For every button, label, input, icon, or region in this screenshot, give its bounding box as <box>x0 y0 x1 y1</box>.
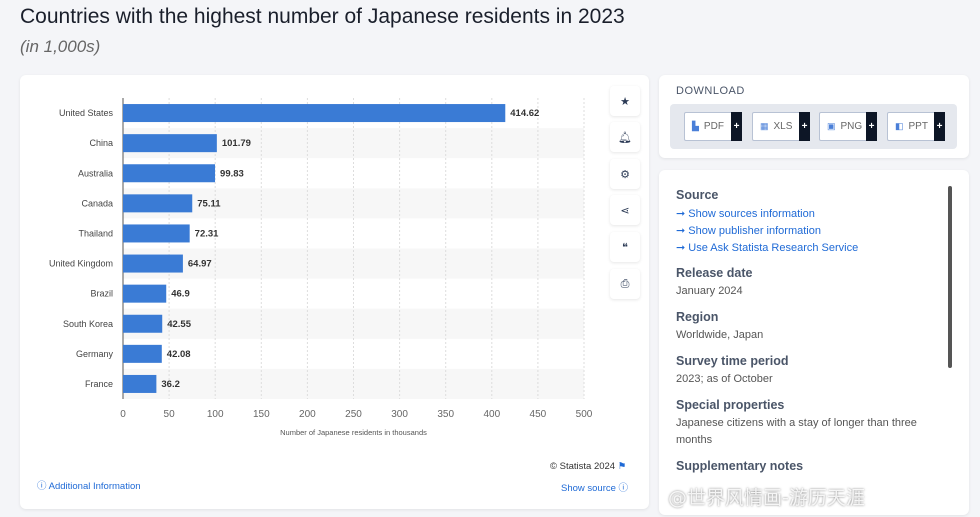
category-label: Australia <box>78 168 113 178</box>
flag-icon: ⚑ <box>617 461 627 472</box>
page-subtitle: (in 1,000s) <box>20 37 101 56</box>
x-axis-title: Number of Japanese residents in thousand… <box>280 428 427 437</box>
show-source-label: Show source <box>561 483 616 494</box>
x-tick-label: 200 <box>299 409 316 420</box>
region-heading: Region <box>676 310 719 324</box>
share-icon[interactable]: ⋖ <box>610 195 640 225</box>
special-properties-heading: Special properties <box>676 398 785 412</box>
data-label: 101.79 <box>222 138 251 149</box>
page-title: Countries with the highest number of Jap… <box>20 5 625 28</box>
bar <box>123 374 157 393</box>
pdf-label: PDF <box>703 121 724 132</box>
link-label: Show publisher information <box>688 225 821 237</box>
bar <box>123 164 216 183</box>
x-tick-label: 0 <box>120 409 126 420</box>
survey-period-heading: Survey time period <box>676 354 789 368</box>
gear-icon[interactable]: ⚙ <box>610 159 640 189</box>
category-label: United Kingdom <box>49 259 113 269</box>
x-tick-label: 350 <box>437 409 454 420</box>
download-xls-button[interactable]: ▦ XLS + <box>752 112 810 141</box>
print-icon[interactable]: ⎙ <box>610 269 640 299</box>
bell-icon[interactable]: 🔔︎ <box>610 122 640 152</box>
info-card: Source ➞ Show sources information ➞ Show… <box>659 170 969 515</box>
quote-icon[interactable]: ❝ <box>610 232 640 262</box>
xls-label: XLS <box>773 121 793 132</box>
plus-icon: + <box>731 112 742 141</box>
category-label: South Korea <box>63 319 113 329</box>
x-tick-label: 50 <box>164 409 176 420</box>
x-tick-label: 500 <box>576 409 593 420</box>
category-label: Canada <box>81 198 113 208</box>
release-date-heading: Release date <box>676 266 753 280</box>
category-label: Brazil <box>90 289 113 299</box>
x-tick-label: 100 <box>207 409 224 420</box>
x-tick-label: 250 <box>345 409 362 420</box>
ask-statista-link[interactable]: ➞ Use Ask Statista Research Service <box>676 242 859 254</box>
pdf-icon: ▙ <box>692 121 699 131</box>
x-tick-label: 400 <box>483 409 500 420</box>
plus-icon: + <box>934 112 945 141</box>
download-ppt-button[interactable]: ◧ PPT + <box>887 112 945 141</box>
download-pdf-button[interactable]: ▙ PDF + <box>684 112 742 141</box>
category-label: Germany <box>76 349 114 359</box>
special-properties: Japanese citizens with a stay of longer … <box>676 417 917 446</box>
release-date: January 2024 <box>676 285 743 297</box>
x-tick-label: 150 <box>253 409 270 420</box>
data-label: 36.2 <box>161 379 180 390</box>
bar <box>123 254 183 273</box>
download-card: DOWNLOAD ▙ PDF + ▦ XLS + ▣ PNG + ◧ PPT + <box>659 75 969 158</box>
ppt-label: PPT <box>908 121 928 132</box>
xls-icon: ▦ <box>760 121 769 131</box>
scrollbar[interactable] <box>948 186 952 368</box>
bar <box>123 194 193 213</box>
bar <box>123 344 162 363</box>
image-icon: ▣ <box>827 121 836 131</box>
bar <box>123 224 190 243</box>
star-icon[interactable]: ★ <box>610 86 640 116</box>
bar <box>123 284 167 303</box>
show-source-link[interactable]: Show source ⓘ <box>561 483 629 494</box>
x-tick-label: 300 <box>391 409 408 420</box>
bar-chart: 0 50 100 150 200 250 300 350 400 450 500 United Sta… <box>49 98 593 437</box>
supplementary-notes-heading: Supplementary notes <box>676 459 804 473</box>
download-heading: DOWNLOAD <box>676 85 745 97</box>
show-publisher-link[interactable]: ➞ Show publisher information <box>676 225 821 237</box>
bar <box>123 134 217 153</box>
link-label: Show sources information <box>688 208 815 220</box>
watermark: @世界风情画-游历天涯 <box>668 487 865 509</box>
link-label: Use Ask Statista Research Service <box>688 242 859 254</box>
png-label: PNG <box>840 121 863 132</box>
bar <box>123 314 163 333</box>
data-label: 42.08 <box>167 349 191 360</box>
source-heading: Source <box>676 188 719 202</box>
data-label: 46.9 <box>171 289 190 300</box>
category-label: France <box>85 379 113 389</box>
chart-card: 0 50 100 150 200 250 300 350 400 450 500 United Sta… <box>20 75 649 509</box>
region: Worldwide, Japan <box>676 329 764 341</box>
survey-period: 2023; as of October <box>676 373 773 385</box>
plus-icon: + <box>866 112 877 141</box>
x-tick-label: 450 <box>530 409 547 420</box>
download-png-button[interactable]: ▣ PNG + <box>819 112 877 141</box>
additional-information-link[interactable]: ⓘ Additional Information <box>37 481 141 492</box>
data-label: 99.83 <box>220 168 244 179</box>
ppt-icon: ◧ <box>895 121 904 131</box>
data-label: 42.55 <box>167 319 191 330</box>
bar <box>123 104 506 123</box>
data-label: 72.31 <box>195 228 219 239</box>
copyright[interactable]: © Statista 2024 ⚑ <box>550 461 626 472</box>
data-label: 64.97 <box>188 259 212 270</box>
copyright-label: © Statista 2024 <box>550 461 616 472</box>
data-label: 414.62 <box>510 108 539 119</box>
category-label: United States <box>59 108 114 118</box>
show-sources-link[interactable]: ➞ Show sources information <box>676 208 815 220</box>
category-label: China <box>89 138 113 148</box>
data-label: 75.11 <box>197 198 221 209</box>
category-label: Thailand <box>78 228 113 238</box>
additional-info-label: Additional Information <box>48 481 141 492</box>
plus-icon: + <box>799 112 810 141</box>
